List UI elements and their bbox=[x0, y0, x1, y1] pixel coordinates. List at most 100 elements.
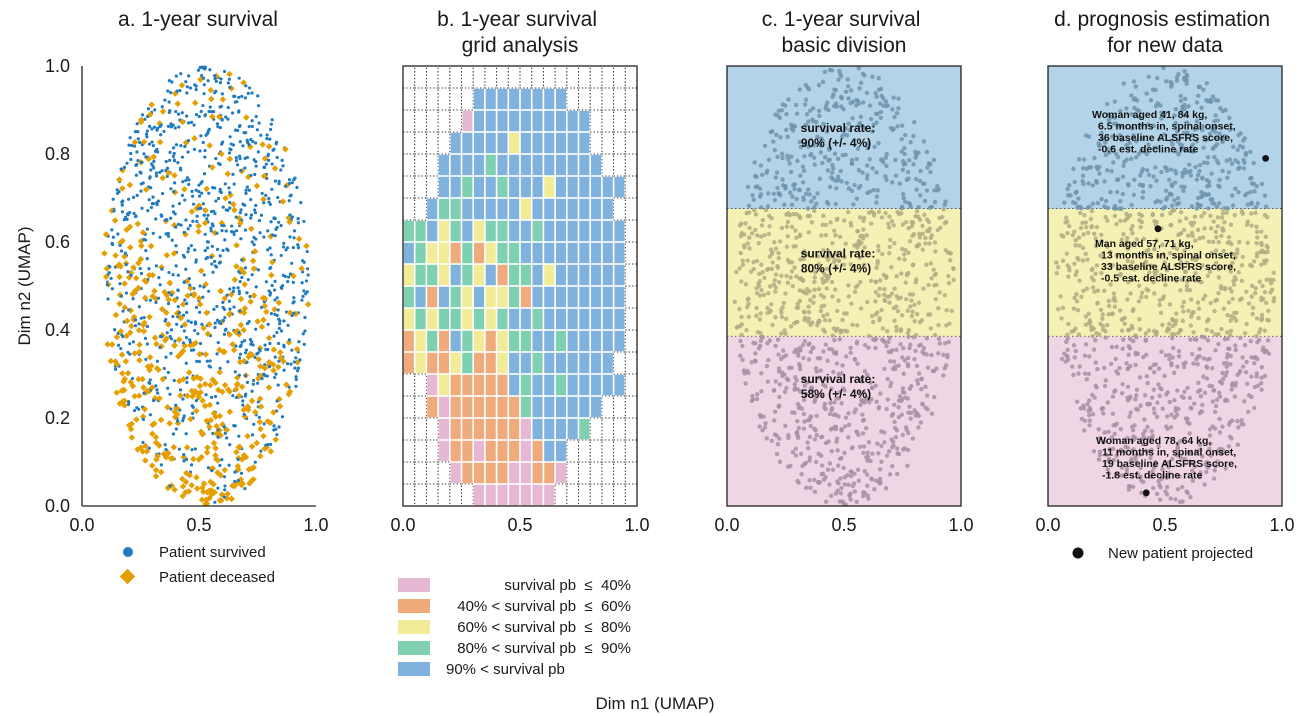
patient-point bbox=[889, 218, 895, 224]
grid-cell bbox=[450, 352, 461, 374]
patient-point bbox=[1126, 484, 1132, 489]
patient-point bbox=[929, 411, 935, 416]
grid-cell bbox=[474, 220, 485, 242]
patient-point bbox=[888, 380, 894, 386]
patient-point bbox=[873, 111, 879, 117]
patient-point bbox=[911, 162, 916, 167]
deceased-point bbox=[173, 411, 181, 418]
survived-point bbox=[252, 243, 256, 247]
patient-point bbox=[1223, 373, 1228, 378]
patient-point bbox=[841, 262, 847, 268]
patient-point bbox=[1094, 330, 1099, 336]
patient-point bbox=[778, 192, 783, 198]
legend-swatch bbox=[398, 620, 430, 634]
survived-point bbox=[160, 267, 164, 271]
patient-point bbox=[823, 406, 828, 412]
patient-point bbox=[842, 218, 847, 223]
survived-point bbox=[162, 129, 166, 134]
deceased-point bbox=[286, 388, 294, 395]
grid-cell bbox=[579, 198, 590, 220]
patient-point bbox=[792, 382, 797, 387]
deceased-point bbox=[144, 388, 151, 395]
patient-point bbox=[1182, 96, 1188, 101]
deceased-point bbox=[134, 446, 141, 453]
survived-point bbox=[269, 312, 273, 316]
survived-point bbox=[287, 178, 292, 182]
patient-point bbox=[1144, 249, 1149, 254]
patient-point bbox=[1241, 166, 1247, 171]
new-patient-description: Woman aged 78, 64 kg, 11 months in, spina… bbox=[1096, 435, 1237, 482]
grid-cell bbox=[438, 352, 449, 374]
survived-point bbox=[238, 352, 243, 356]
deceased-point bbox=[146, 313, 153, 321]
legend-label: 80% < survival pb ≤ 90% bbox=[457, 640, 631, 657]
survived-point bbox=[145, 129, 149, 133]
survived-point bbox=[205, 217, 209, 221]
grid-cell bbox=[509, 286, 520, 308]
survived-point bbox=[235, 229, 239, 233]
patient-point bbox=[1175, 195, 1181, 201]
survived-point bbox=[138, 266, 142, 271]
survived-point bbox=[186, 246, 191, 251]
patient-point bbox=[784, 224, 790, 229]
patient-point bbox=[823, 273, 828, 278]
empty-grid-cell bbox=[402, 65, 416, 89]
grid-cell bbox=[555, 132, 566, 154]
patient-point bbox=[1257, 279, 1262, 284]
patient-point bbox=[1102, 179, 1107, 184]
deceased-point bbox=[202, 207, 209, 214]
patient-point bbox=[757, 317, 763, 322]
deceased-point bbox=[203, 449, 211, 456]
patient-point bbox=[812, 279, 817, 285]
patient-point bbox=[1188, 297, 1194, 302]
patient-point bbox=[830, 333, 835, 338]
patient-point bbox=[1118, 198, 1123, 204]
deceased-point bbox=[180, 376, 187, 383]
grid-cell bbox=[427, 220, 438, 242]
patient-point bbox=[929, 204, 935, 210]
grid-cell bbox=[614, 308, 625, 330]
survived-point bbox=[173, 339, 177, 343]
survived-point bbox=[173, 126, 177, 130]
patient-point bbox=[1071, 372, 1076, 378]
patient-point bbox=[1185, 120, 1190, 125]
deceased-point bbox=[293, 345, 301, 353]
survived-point bbox=[290, 348, 294, 352]
patient-point bbox=[1084, 224, 1089, 230]
deceased-point bbox=[196, 382, 204, 390]
deceased-point bbox=[203, 185, 210, 193]
patient-point bbox=[922, 198, 928, 204]
patient-point bbox=[1138, 403, 1143, 408]
survived-point bbox=[257, 218, 262, 223]
patient-point bbox=[1105, 218, 1110, 223]
patient-point bbox=[870, 166, 875, 171]
patient-point bbox=[1213, 113, 1218, 118]
patient-point bbox=[1229, 418, 1235, 423]
patient-point bbox=[803, 191, 809, 197]
patient-point bbox=[1084, 286, 1090, 291]
empty-grid-cell bbox=[601, 439, 615, 463]
deceased-point bbox=[229, 482, 236, 489]
patient-point bbox=[899, 412, 905, 417]
survived-point bbox=[221, 318, 226, 323]
survived-point bbox=[247, 188, 251, 192]
patient-point bbox=[812, 205, 817, 210]
deceased-point bbox=[276, 349, 284, 356]
empty-grid-cell bbox=[425, 483, 439, 507]
patient-point bbox=[881, 292, 887, 298]
survived-point bbox=[184, 361, 188, 365]
patient-point bbox=[1205, 273, 1210, 279]
patient-point bbox=[1087, 413, 1092, 418]
grid-cell bbox=[614, 176, 625, 198]
patient-point bbox=[749, 231, 755, 236]
deceased-point bbox=[274, 363, 282, 371]
patient-point bbox=[1211, 388, 1216, 393]
survived-point bbox=[277, 425, 281, 429]
empty-grid-cell bbox=[578, 65, 591, 89]
survived-point bbox=[225, 293, 229, 297]
patient-point bbox=[1165, 265, 1170, 270]
deceased-point bbox=[277, 354, 284, 361]
patient-point bbox=[818, 267, 824, 273]
patient-point bbox=[1133, 406, 1139, 412]
patient-point bbox=[1179, 184, 1184, 189]
